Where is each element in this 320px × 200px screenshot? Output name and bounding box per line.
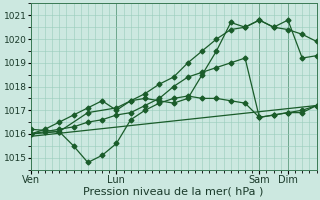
X-axis label: Pression niveau de la mer( hPa ): Pression niveau de la mer( hPa ) xyxy=(84,187,264,197)
